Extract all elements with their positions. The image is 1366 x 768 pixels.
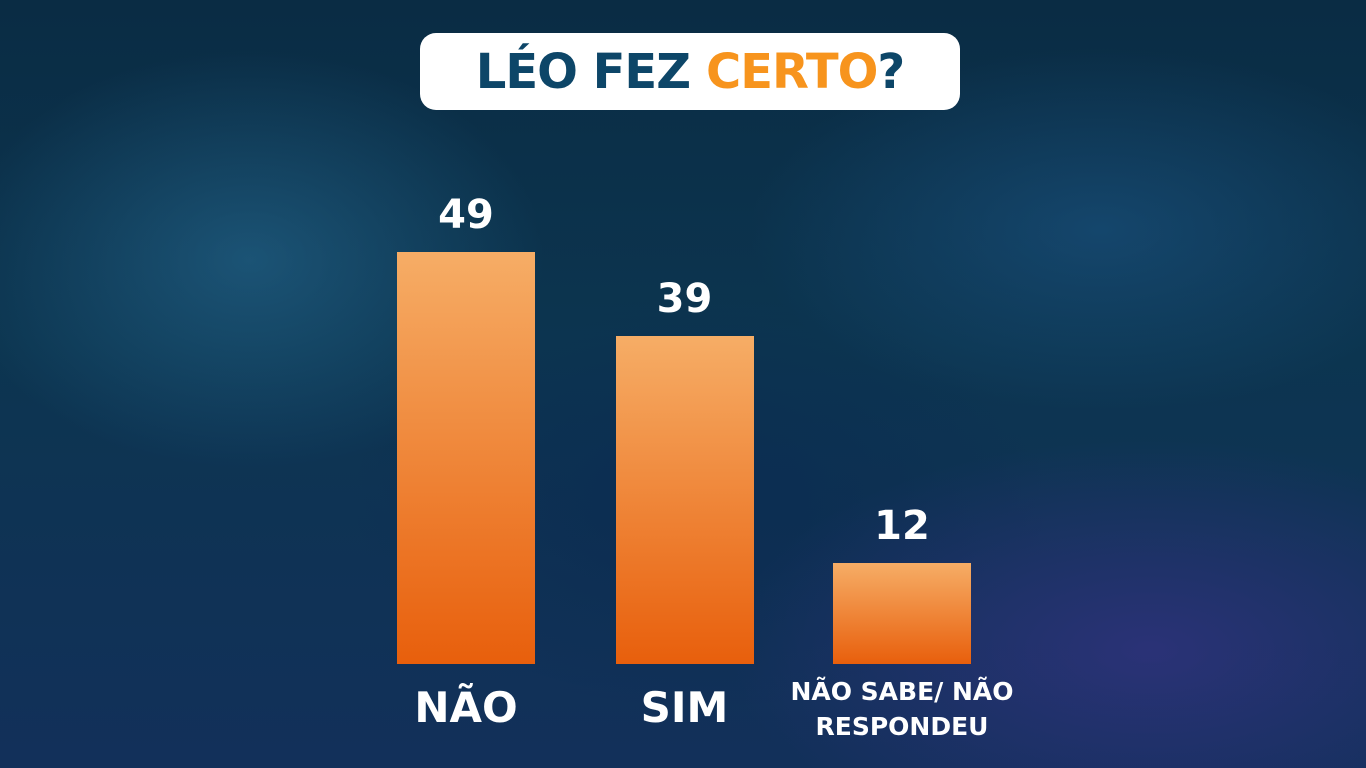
title-part: ?	[877, 43, 905, 100]
x-tick-label: NÃO	[414, 683, 518, 732]
value-label: 12	[874, 503, 930, 550]
bar	[615, 336, 754, 664]
value-label: 49	[438, 192, 494, 239]
bar	[833, 563, 971, 664]
title-part: LÉO FEZ	[475, 43, 691, 100]
value-label: 39	[656, 276, 713, 323]
chart-title: LÉO FEZ CERTO?	[420, 33, 960, 110]
x-tick-label: NÃO SABE/ NÃO RESPONDEU	[790, 677, 1014, 741]
bar	[397, 252, 535, 664]
x-tick-label: SIM	[640, 683, 729, 732]
title-part: CERTO	[706, 43, 878, 100]
